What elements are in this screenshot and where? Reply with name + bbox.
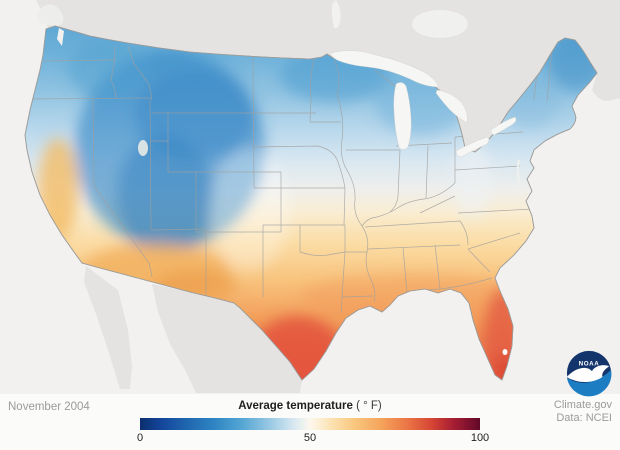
credit-publisher: Climate.gov	[553, 399, 612, 411]
noaa-seagull	[566, 365, 610, 383]
lake-michigan	[393, 82, 412, 150]
us-outline-stroke	[24, 25, 598, 381]
lake-nipigon-region	[412, 10, 468, 38]
credits: Climate.gov Data: NCEI	[554, 399, 612, 426]
puget-sound	[57, 28, 64, 46]
great-lakes	[330, 50, 517, 158]
noaa-logo: NOAA	[566, 350, 612, 397]
country-mexico	[152, 284, 302, 393]
lake-ontario	[490, 116, 517, 136]
baja-california	[84, 266, 132, 389]
legend-title: Average temperature ( ° F)	[140, 400, 480, 412]
colorbar-tick-min: 0	[136, 432, 144, 444]
noaa-logo-text: NOAA	[579, 360, 600, 367]
lake-superior	[330, 50, 440, 88]
temperature-colorbar	[140, 418, 480, 430]
colorbar-tick-max: 100	[470, 432, 490, 444]
great-salt-lake	[138, 140, 148, 156]
chesapeake-bay	[516, 159, 523, 188]
colorbar-legend: Average temperature ( ° F) 0 50 100	[137, 400, 489, 444]
lake-erie	[455, 136, 490, 158]
us-temperature-map	[24, 0, 620, 393]
lake-okeechobee	[502, 349, 508, 355]
date-label: November 2004	[8, 401, 90, 413]
credit-source: Data: NCEI	[556, 412, 612, 425]
legend-title-text: Average temperature	[238, 400, 353, 412]
legend-units: ( ° F)	[356, 400, 382, 412]
colorbar-tick-mid: 50	[303, 432, 317, 444]
lake-winnipeg	[331, 0, 341, 29]
temperature-field	[38, 32, 597, 380]
vancouver-island	[37, 4, 64, 26]
lake-huron	[435, 89, 468, 124]
country-canada	[36, 0, 620, 152]
